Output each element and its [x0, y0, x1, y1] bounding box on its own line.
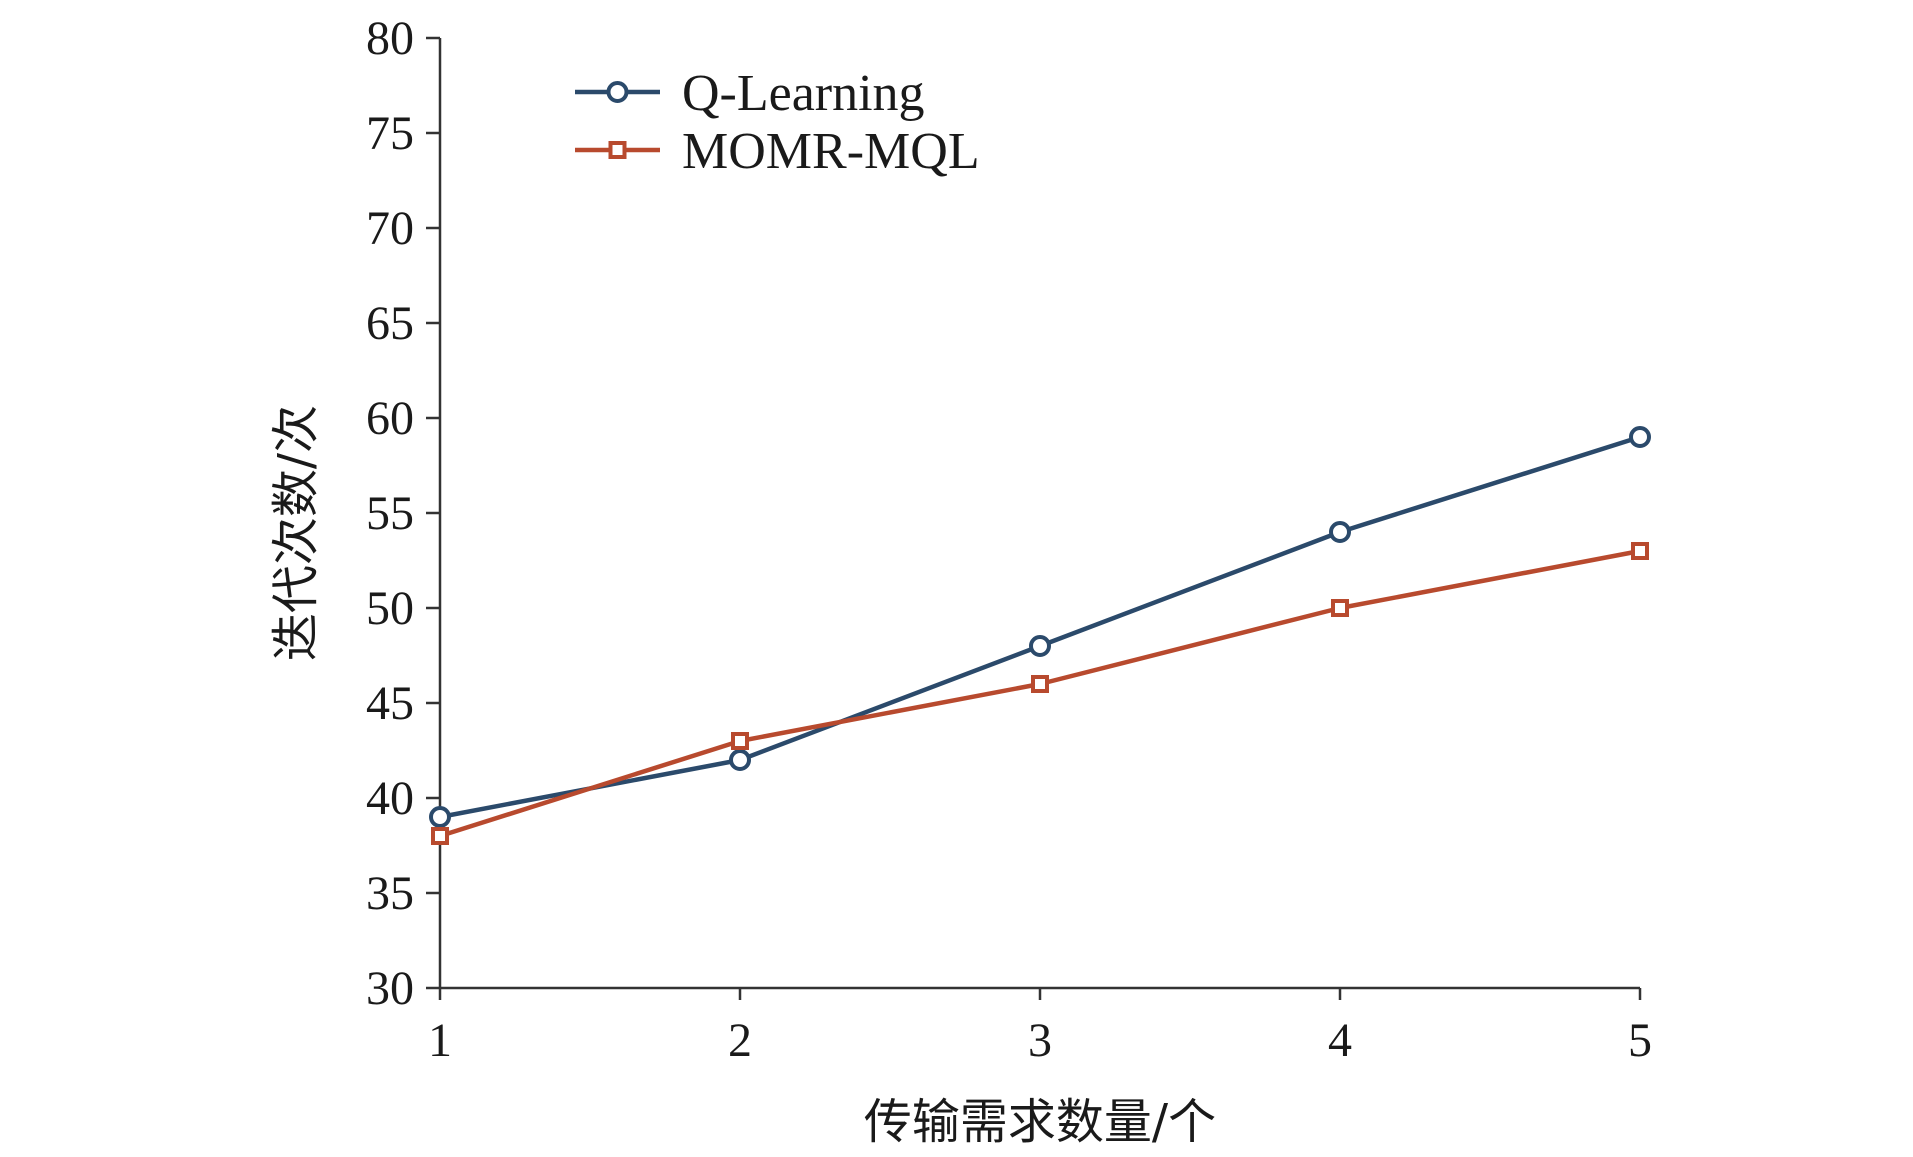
y-tick-label: 40 — [366, 772, 414, 825]
x-axis-title: 传输需求数量/个 — [864, 1094, 1216, 1150]
y-tick-label: 30 — [366, 962, 414, 1015]
x-tick-label: 1 — [428, 1014, 452, 1067]
data-point-square — [1331, 599, 1349, 617]
legend-marker-square — [608, 141, 627, 159]
series-layer — [429, 426, 1651, 845]
y-tick-label: 55 — [366, 487, 414, 540]
y-tick-label: 50 — [366, 582, 414, 635]
y-tick-label: 80 — [366, 12, 414, 65]
legend-label-1: Q-Learning — [682, 65, 925, 122]
x-tick-label: 3 — [1028, 1014, 1052, 1067]
y-tick-label: 70 — [366, 202, 414, 255]
data-point-square — [1631, 542, 1649, 560]
x-tick-label: 4 — [1328, 1014, 1352, 1067]
data-point-square — [431, 827, 449, 845]
data-point-circle — [729, 749, 751, 771]
series-line-1 — [439, 434, 1641, 820]
y-axis-title: 迭代次数/次 — [268, 405, 324, 661]
data-point-circle — [1029, 635, 1051, 657]
legend-marker-circle — [606, 81, 629, 103]
data-point-square — [1031, 675, 1049, 693]
legend-label-2: MOMR-MQL — [682, 123, 980, 180]
data-point-circle — [1629, 426, 1651, 448]
y-axis-ticks: 30 35 40 45 50 55 60 65 70 75 80 — [366, 12, 440, 1015]
axes — [438, 38, 1640, 990]
y-tick-label: 35 — [366, 867, 414, 920]
data-point-circle — [429, 806, 451, 828]
x-tick-label: 2 — [728, 1014, 752, 1067]
series-line-2 — [439, 548, 1641, 839]
y-tick-label: 45 — [366, 677, 414, 730]
data-point-square — [731, 732, 749, 750]
y-tick-label: 60 — [366, 392, 414, 445]
data-point-circle — [1329, 521, 1351, 543]
x-axis-ticks: 1 2 3 4 5 — [428, 988, 1652, 1067]
y-tick-label: 65 — [366, 297, 414, 350]
x-tick-label: 5 — [1628, 1014, 1652, 1067]
y-tick-label: 75 — [366, 107, 414, 160]
